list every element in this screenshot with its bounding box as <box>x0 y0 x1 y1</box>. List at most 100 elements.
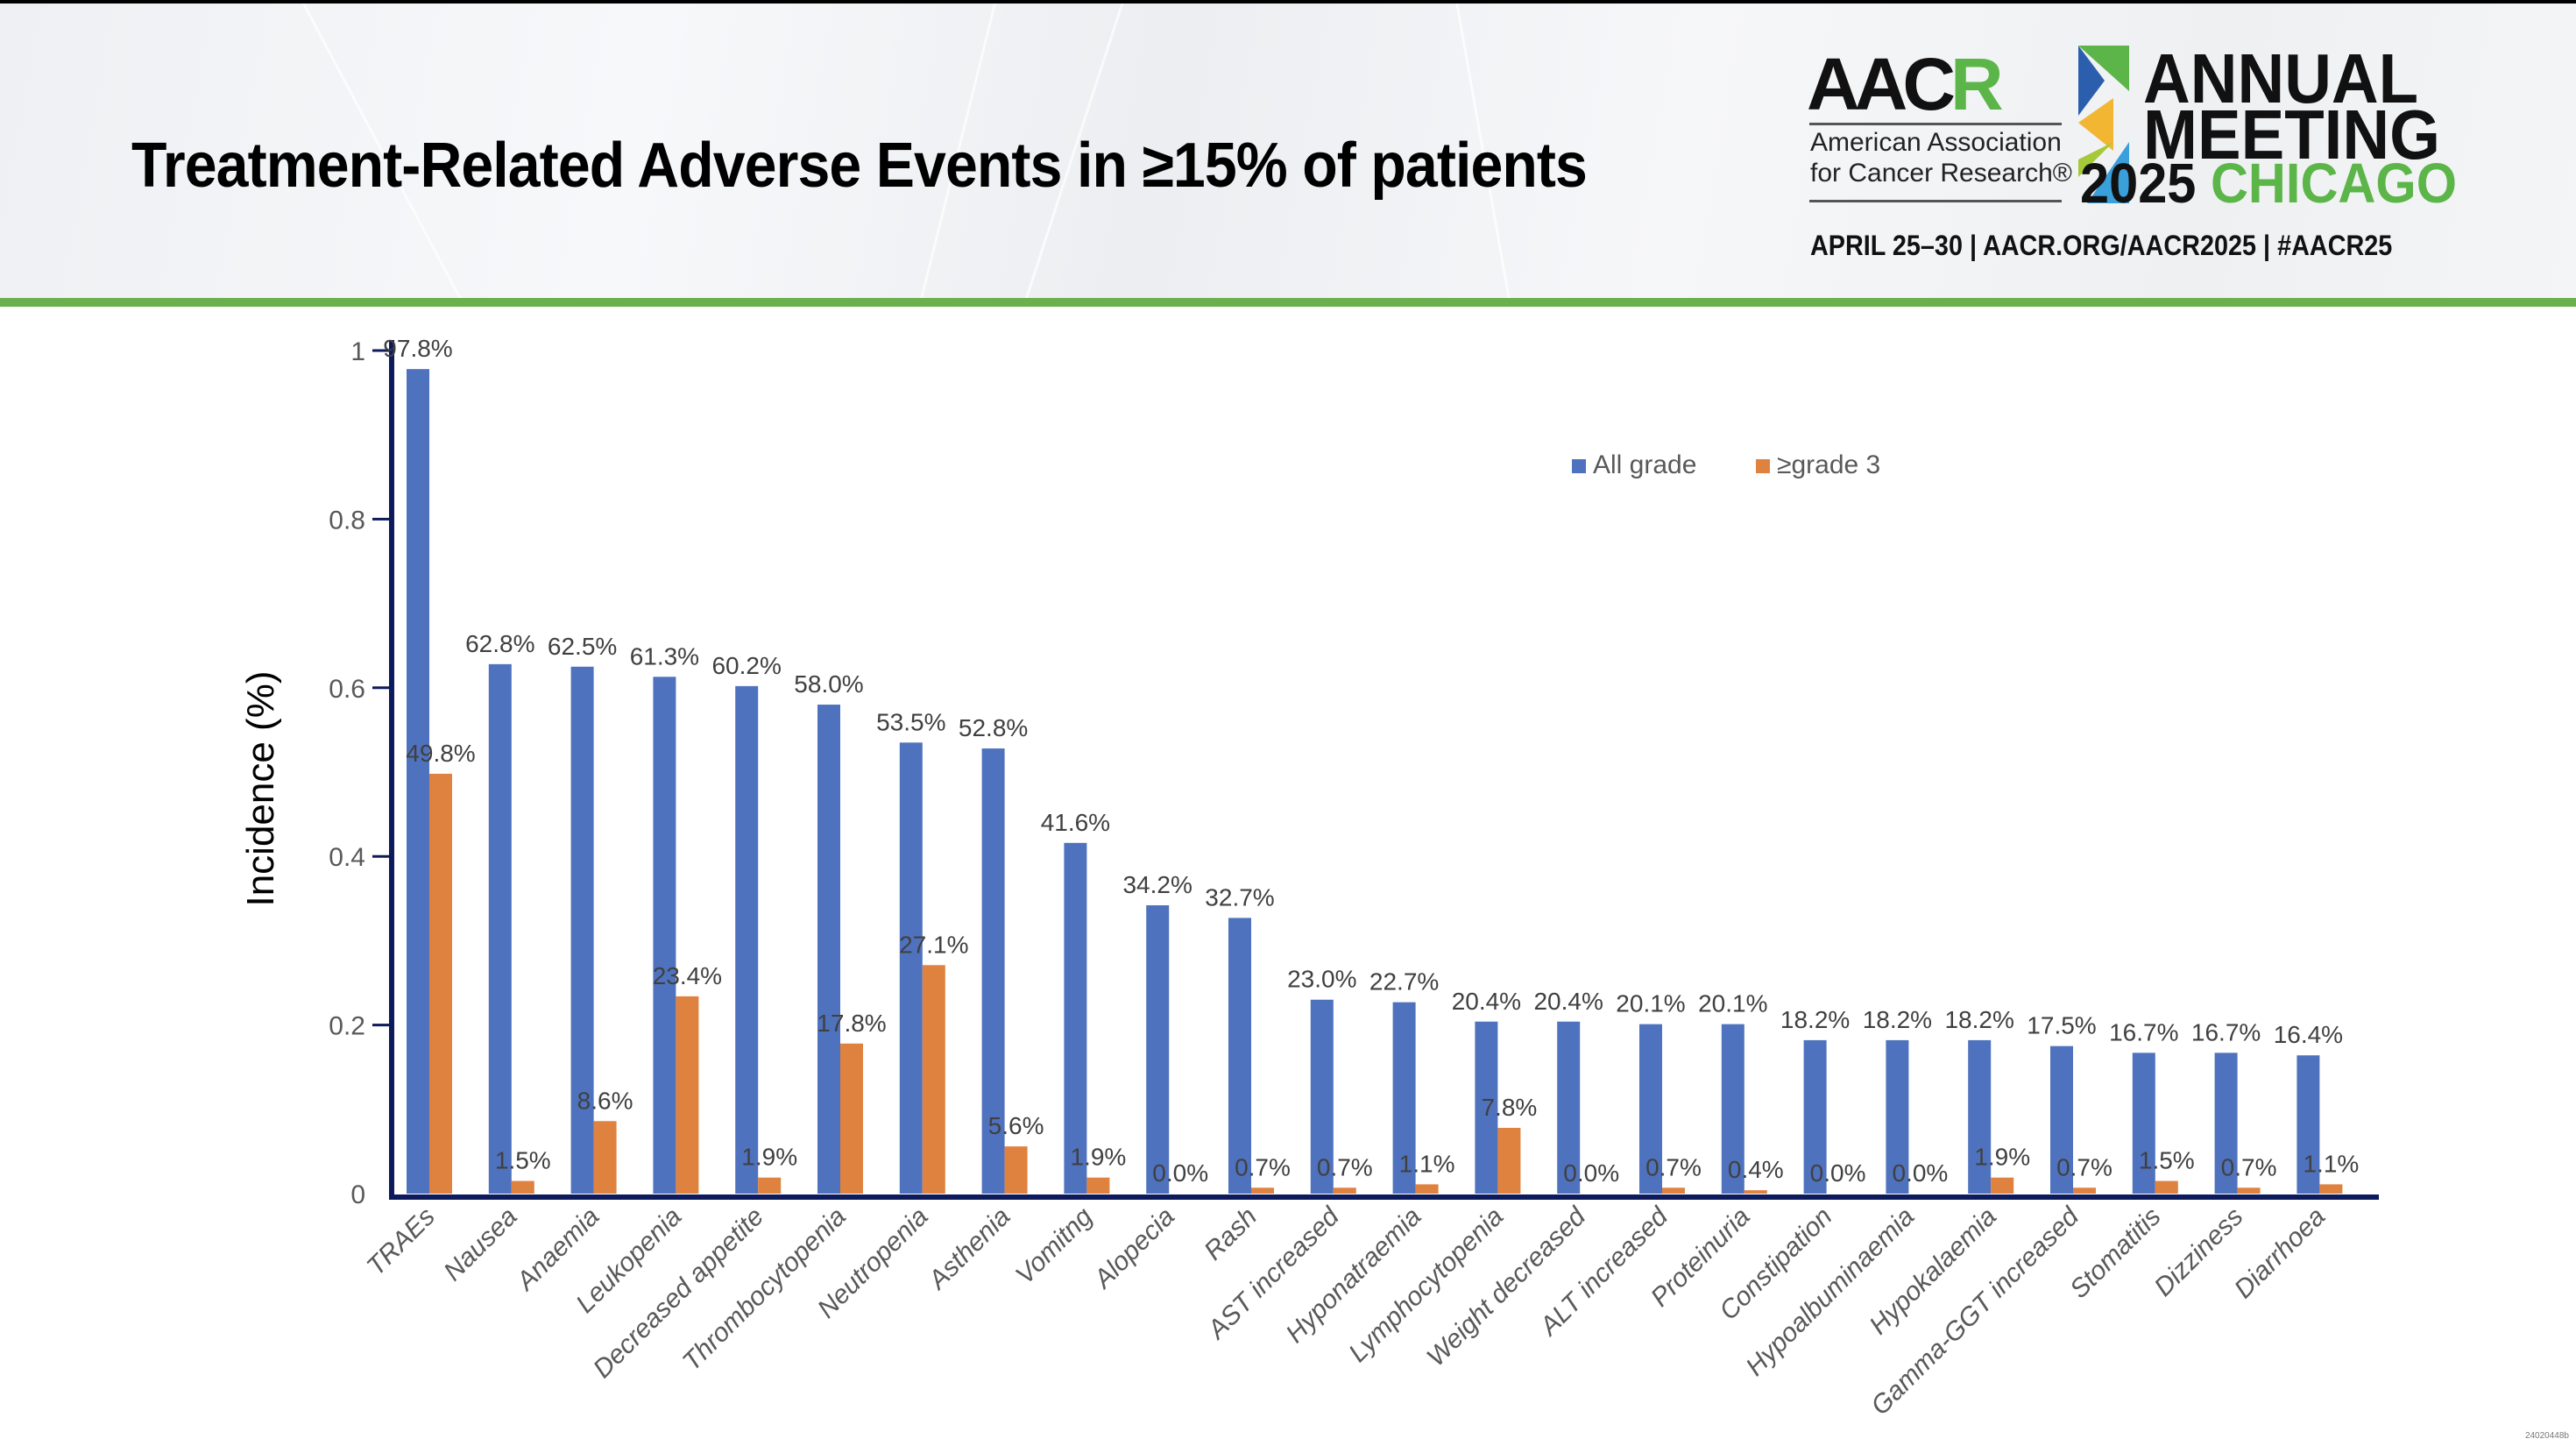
data-label-grade-3-plus-anaemia: 8.6% <box>577 1087 633 1114</box>
bar-all-grade-diarrhoea <box>2296 1055 2320 1194</box>
bar-all-grade-stomatitis <box>2132 1053 2155 1194</box>
data-label-all-grade-asthenia: 52.8% <box>959 714 1028 741</box>
bar-grade-3-asthenia <box>1004 1146 1028 1194</box>
data-label-all-grade-leukopenia: 61.3% <box>630 642 699 670</box>
data-label-grade-3-plus-decreased-appetite: 1.9% <box>741 1144 797 1171</box>
data-label-all-grade-anaemia: 62.5% <box>548 633 617 660</box>
data-label-all-grade-constipation: 18.2% <box>1780 1006 1850 1033</box>
bar-grade-3-rash <box>1251 1187 1274 1194</box>
city: CHICAGO <box>2210 152 2458 215</box>
data-label-all-grade-dizziness: 16.7% <box>2191 1018 2261 1046</box>
data-label-grade-3-plus-alopecia: 0.0% <box>1152 1159 1208 1187</box>
bars <box>407 369 2343 1194</box>
legend: All grade ≥grade 3 <box>1572 450 1880 479</box>
aacr-logo-prefix: AAC <box>1807 43 1956 125</box>
data-label-all-grade-diarrhoea: 16.4% <box>2274 1021 2343 1048</box>
data-label-all-grade-gamma-ggt-increased: 17.5% <box>2027 1012 2096 1039</box>
data-label-grade-3-plus-leukopenia: 23.4% <box>653 962 722 989</box>
data-label-all-grade-proteinuria: 20.1% <box>1698 990 1767 1017</box>
bar-grade-3-ast-increased <box>1333 1187 1356 1194</box>
bar-all-grade-alopecia <box>1146 904 1170 1194</box>
data-label-grade-3-plus-lymphocytopenia: 7.8% <box>1481 1094 1537 1121</box>
bar-all-grade-neutropenia <box>899 742 923 1194</box>
data-label-grade-3-plus-diarrhoea: 1.1% <box>2303 1150 2359 1177</box>
data-label-all-grade-hyponatraemia: 22.7% <box>1369 968 1439 996</box>
bar-all-grade-alt-increased <box>1639 1024 1662 1194</box>
data-label-grade-3-plus-vomitng: 1.9% <box>1070 1144 1126 1171</box>
x-tick-label-lymphocytopenia: Lymphocytopenia <box>1343 1202 1509 1368</box>
data-labels: 97.8% 49.8% 62.8% 1.5% 62.5% 8.6% 61.3% 23.4% 60… <box>383 335 2359 1187</box>
legend-swatch-grade-3-plus <box>1756 459 1770 473</box>
data-label-grade-3-plus-alt-increased: 0.7% <box>1645 1153 1702 1180</box>
data-label-all-grade-vomitng: 41.6% <box>1041 809 1110 836</box>
bar-grade-3-diarrhoea <box>2319 1184 2343 1194</box>
bar-grade-3-hypokalaemia <box>1991 1177 2014 1194</box>
data-label-all-grade-neutropenia: 53.5% <box>876 708 945 735</box>
x-tick-label-stomatitis: Stomatitis <box>2064 1202 2166 1304</box>
year: 2025 <box>2080 152 2197 215</box>
bar-grade-3-dizziness <box>2237 1187 2261 1194</box>
y-tick-label-0-4: 0.4 <box>329 843 365 872</box>
bar-all-grade-thrombocytopenia <box>817 705 840 1194</box>
x-tick-label-rash: Rash <box>1199 1202 1263 1266</box>
annual-wordmark: ANNUAL <box>2143 39 2419 117</box>
y-tick-label-0: 0 <box>350 1180 365 1209</box>
bar-grade-3-hyponatraemia <box>1415 1184 1439 1194</box>
aacr-org-line-1: American Association <box>1810 128 2062 157</box>
bar-grade-3-alt-increased <box>1662 1187 1685 1194</box>
logo-divider <box>1809 123 2062 125</box>
bar-all-grade-constipation <box>1803 1039 1827 1194</box>
data-label-all-grade-hypoalbuminaemia: 18.2% <box>1863 1006 1932 1033</box>
aacr-org-line-2: for Cancer Research® <box>1810 159 2072 188</box>
bar-grade-3-gamma-ggt-increased <box>2073 1187 2096 1194</box>
bar-all-grade-leukopenia <box>653 677 676 1194</box>
data-label-grade-3-plus-hypokalaemia: 1.9% <box>1974 1144 2030 1171</box>
bar-all-grade-anaemia <box>570 666 594 1194</box>
data-label-all-grade-hypokalaemia: 18.2% <box>1944 1006 2013 1033</box>
bar-all-grade-rash <box>1228 918 1251 1194</box>
bar-grade-3-proteinuria <box>1744 1190 1767 1194</box>
x-tick-label-diarrhoea: Diarrhoea <box>2229 1202 2331 1304</box>
data-label-grade-3-plus-hypoalbuminaemia: 0.0% <box>1892 1159 1948 1187</box>
x-tick-label-nausea: Nausea <box>438 1202 522 1287</box>
x-tick-label-traes: TRAEs <box>361 1202 441 1282</box>
slide-header: Treatment-Related Adverse Events in ≥15%… <box>0 0 2576 300</box>
data-label-grade-3-plus-proteinuria: 0.4% <box>1728 1156 1784 1183</box>
x-tick-label-asthenia: Asthenia <box>922 1202 1016 1296</box>
x-tick-label-weight-decreased: Weight decreased <box>1421 1201 1592 1372</box>
bar-all-grade-ast-increased <box>1310 999 1334 1194</box>
data-label-grade-3-plus-nausea: 1.5% <box>495 1147 551 1174</box>
data-label-all-grade-stomatitis: 16.7% <box>2109 1018 2178 1046</box>
aacr-logo-suffix: R <box>1950 43 2004 125</box>
data-label-grade-3-plus-gamma-ggt-increased: 0.7% <box>2056 1153 2112 1180</box>
logo-divider <box>1809 200 2062 202</box>
header-divider <box>0 298 2576 307</box>
bar-all-grade-hyponatraemia <box>1392 1002 1416 1194</box>
data-label-grade-3-plus-rash: 0.7% <box>1235 1153 1291 1180</box>
y-tick-label-0-2: 0.2 <box>329 1012 365 1041</box>
bar-grade-3-neutropenia <box>922 965 945 1194</box>
legend-swatch-all-grade <box>1572 459 1586 473</box>
bar-grade-3-decreased-appetite <box>758 1177 782 1194</box>
slide-code: 24020448b <box>2524 1431 2569 1441</box>
bar-all-grade-asthenia <box>981 748 1005 1194</box>
data-label-all-grade-ast-increased: 23.0% <box>1287 966 1356 993</box>
legend-label-all-grade: All grade <box>1593 450 1696 479</box>
data-label-grade-3-plus-ast-increased: 0.7% <box>1317 1153 1373 1180</box>
legend-label-grade-3-plus: ≥grade 3 <box>1777 450 1880 479</box>
data-label-grade-3-plus-hyponatraemia: 1.1% <box>1399 1150 1455 1177</box>
bar-grade-3-anaemia <box>593 1121 617 1194</box>
data-label-all-grade-decreased-appetite: 60.2% <box>711 652 781 679</box>
bar-grade-3-thrombocytopenia <box>840 1043 863 1194</box>
x-tick-label-vomitng: Vomitng <box>1010 1201 1099 1290</box>
bar-all-grade-dizziness <box>2214 1053 2238 1194</box>
y-ticks: 0 0.2 0.4 0.6 0.8 1 <box>329 337 392 1209</box>
y-tick-label-0-8: 0.8 <box>329 506 365 535</box>
bar-all-grade-lymphocytopenia <box>1475 1021 1498 1194</box>
y-axis-label: Incidence (%) <box>239 670 282 906</box>
top-border <box>0 0 2576 4</box>
data-label-all-grade-weight-decreased: 20.4% <box>1533 988 1603 1015</box>
data-label-grade-3-plus-dizziness: 0.7% <box>2221 1153 2277 1180</box>
meeting-wordmark: MEETING <box>2143 96 2440 174</box>
bar-all-grade-hypoalbuminaemia <box>1886 1039 1909 1194</box>
